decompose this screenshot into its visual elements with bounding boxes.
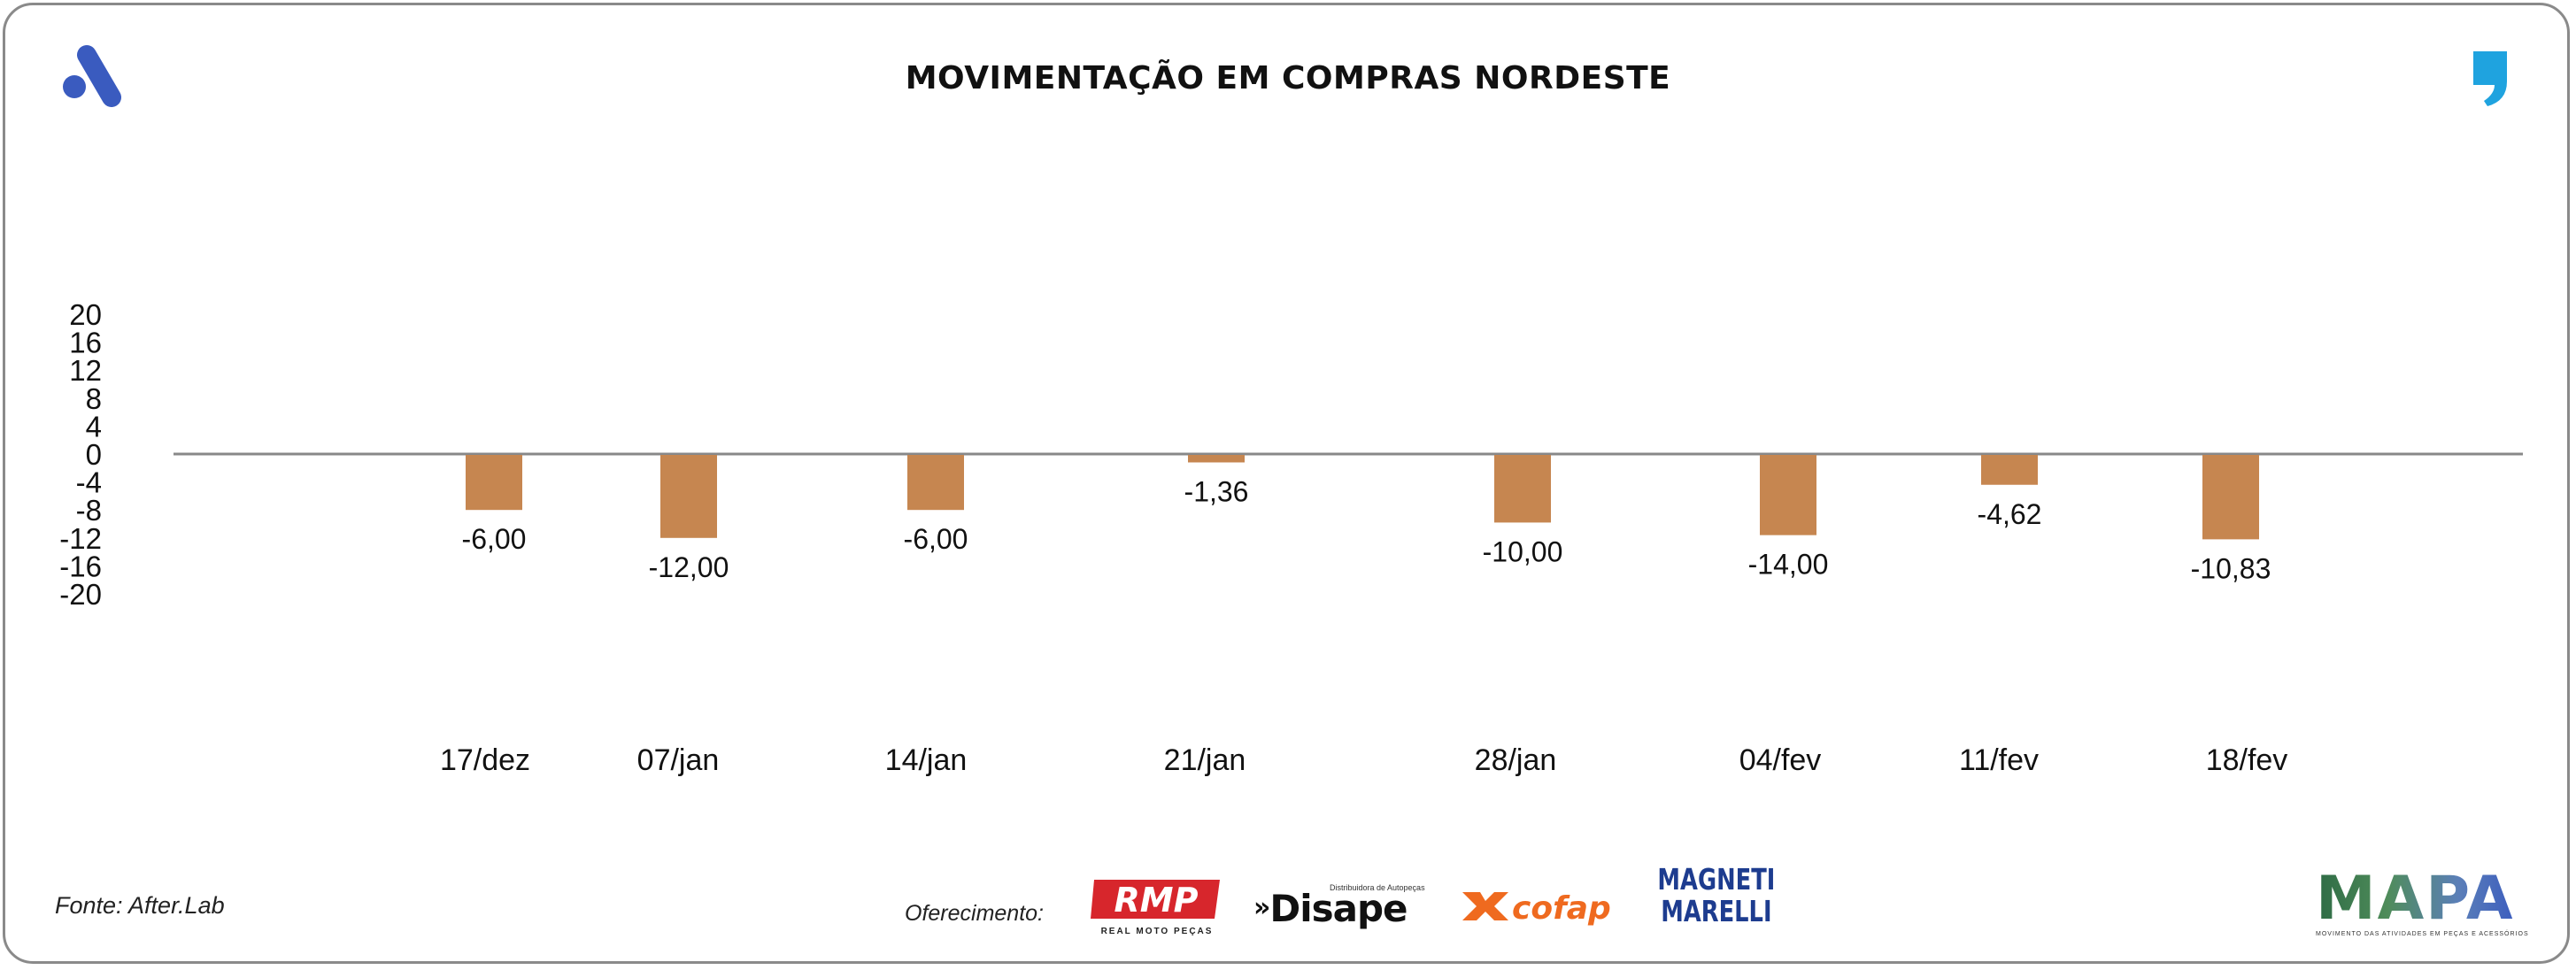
x-tick-label: 14/jan bbox=[885, 743, 968, 777]
disape-logo: Distribuidora de Autopeças »Disape bbox=[1253, 878, 1431, 935]
mapa-tagline: MOVIMENTO DAS ATIVIDADES EM PEÇAS E ACES… bbox=[2316, 931, 2529, 937]
rmp-logo: RMP REAL MOTO PEÇAS bbox=[1091, 878, 1223, 936]
magneti-marelli-wordmark: MAGNETI MARELLI bbox=[1657, 862, 1776, 928]
chevron-right-icon: » bbox=[1253, 892, 1270, 923]
bar bbox=[1981, 455, 2038, 485]
data-label: -10,00 bbox=[1483, 535, 1563, 567]
y-tick-label: -4 bbox=[76, 466, 102, 499]
cofap-logo: cofap bbox=[1459, 881, 1636, 931]
mapa-logo: MAPA MOVIMENTO DAS ATIVIDADES EM PEÇAS E… bbox=[2316, 869, 2529, 942]
source-note: Fonte: After.Lab bbox=[55, 892, 225, 919]
magneti-marelli-logo: MAGNETI MARELLI bbox=[1650, 864, 1783, 935]
data-label: -10,83 bbox=[2191, 552, 2271, 584]
bar bbox=[1188, 455, 1245, 463]
y-tick-label: 12 bbox=[69, 354, 102, 387]
disape-wordmark: Disape bbox=[1269, 887, 1408, 930]
x-tick-label: 07/jan bbox=[637, 743, 720, 777]
data-label: -14,00 bbox=[1748, 549, 1829, 581]
chart-frame bbox=[3, 3, 2570, 964]
bar bbox=[1760, 455, 1816, 535]
bar bbox=[2202, 455, 2259, 540]
data-label: -1,36 bbox=[1184, 475, 1249, 507]
x-tick-label: 21/jan bbox=[1164, 743, 1246, 777]
disape-tagline: Distribuidora de Autopeças bbox=[1330, 883, 1425, 892]
bar bbox=[1494, 455, 1551, 523]
quote-icon bbox=[2473, 51, 2507, 106]
bar bbox=[466, 455, 522, 511]
data-label: -6,00 bbox=[462, 523, 527, 555]
y-tick-label: 8 bbox=[86, 382, 102, 415]
cofap-wordmark: cofap bbox=[1512, 890, 1611, 927]
y-tick-label: -8 bbox=[76, 494, 102, 527]
sponsor-label: Oferecimento: bbox=[905, 901, 1045, 926]
y-tick-label: -20 bbox=[59, 578, 102, 611]
y-tick-label: 4 bbox=[86, 410, 102, 443]
chart-title: MOVIMENTAÇÃO EM COMPRAS NORDESTE bbox=[905, 60, 1671, 96]
data-label: -6,00 bbox=[904, 523, 968, 555]
cofap-x-icon bbox=[1462, 892, 1508, 920]
rmp-tagline: REAL MOTO PEÇAS bbox=[1100, 927, 1214, 936]
data-label: -12,00 bbox=[649, 551, 729, 583]
bar bbox=[907, 455, 964, 511]
y-tick-label: -12 bbox=[59, 522, 102, 555]
data-label: -4,62 bbox=[1978, 498, 2042, 530]
x-tick-label: 28/jan bbox=[1475, 743, 1557, 777]
x-tick-label: 11/fev bbox=[1959, 743, 2039, 777]
y-tick-label: 16 bbox=[69, 327, 102, 359]
y-tick-label: -16 bbox=[59, 550, 102, 582]
mapa-wordmark: MAPA bbox=[2316, 869, 2519, 929]
x-tick-label: 18/fev bbox=[2206, 743, 2288, 777]
y-tick-label: 0 bbox=[86, 438, 102, 471]
bar bbox=[660, 455, 717, 538]
x-tick-label: 17/dez bbox=[440, 743, 530, 777]
brand-a-icon bbox=[63, 45, 121, 107]
y-tick-label: 20 bbox=[69, 298, 102, 331]
rmp-wordmark: RMP bbox=[1114, 881, 1199, 920]
x-tick-label: 04/fev bbox=[1739, 743, 1822, 777]
